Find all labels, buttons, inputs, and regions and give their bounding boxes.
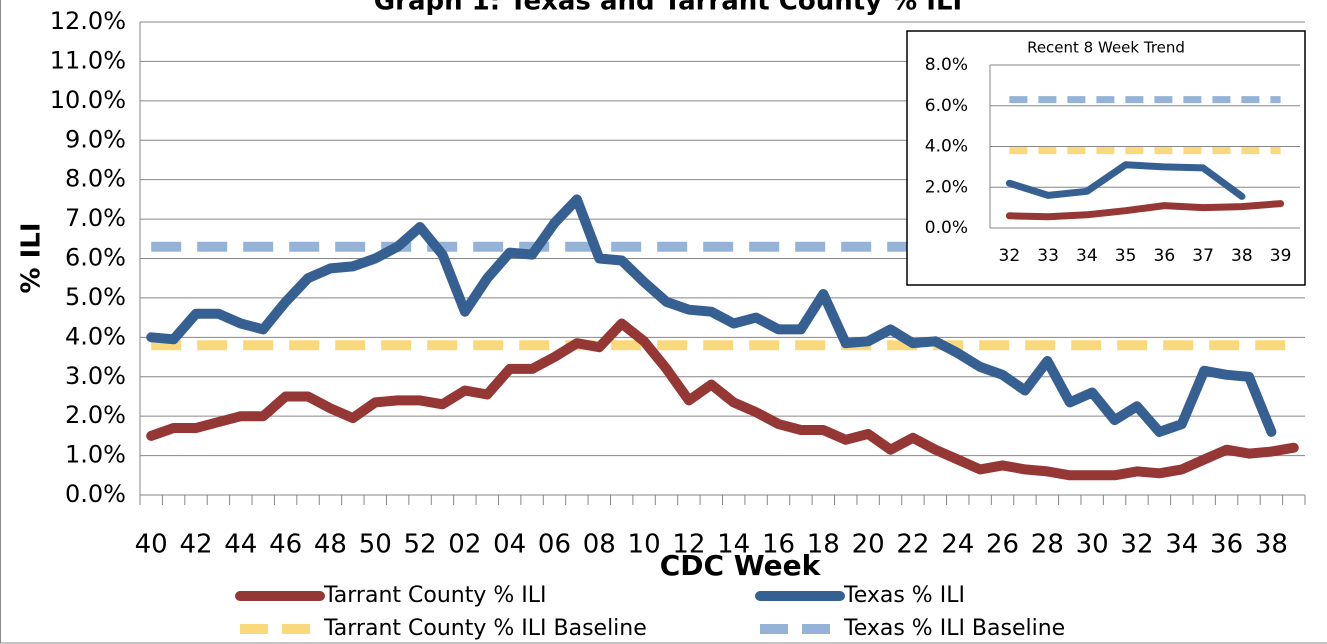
y-tick-label: 4.0% <box>925 137 968 157</box>
x-tick-label: 14 <box>717 530 750 560</box>
x-tick-label: 46 <box>269 530 302 560</box>
y-tick-label: 4.0% <box>65 322 126 350</box>
y-tick-label: 6.0% <box>65 244 126 272</box>
y-tick-label: 0.0% <box>65 480 126 508</box>
x-tick-label: 36 <box>1210 530 1243 560</box>
series-line <box>146 318 1299 481</box>
x-tick-label: 52 <box>404 530 437 560</box>
inset-title: Recent 8 Week Trend <box>1027 39 1185 57</box>
x-tick-label: 32 <box>999 246 1021 266</box>
y-tick-label: 8.0% <box>65 165 126 193</box>
y-tick-label: 2.0% <box>925 177 968 197</box>
x-tick-label: 20 <box>852 530 885 560</box>
x-tick-label: 40 <box>135 530 168 560</box>
x-tick-label: 10 <box>628 530 661 560</box>
series-line <box>1005 161 1246 200</box>
plot: 0.0% 1.0% 2.0% 3.0% 4.0% 5.0% 6.0% 7.0% 8.0% 9.0%… <box>50 7 1306 641</box>
y-axis-label: % ILI <box>17 222 47 293</box>
y-tick-label: 2.0% <box>65 401 126 429</box>
x-tick-label: 06 <box>538 530 571 560</box>
x-axis-label: CDC Week <box>660 549 822 582</box>
x-tick-label: 24 <box>941 530 974 560</box>
x-tick-label: 42 <box>179 530 212 560</box>
legend-label: Tarrant County % ILI Baseline <box>323 616 647 641</box>
y-tick-label: 11.0% <box>50 46 126 74</box>
x-tick-label: 22 <box>896 530 929 560</box>
legend-label: Texas % ILI Baseline <box>843 616 1065 641</box>
series-line <box>146 194 1277 437</box>
x-tick-label: 50 <box>359 530 392 560</box>
x-tick-label: 08 <box>583 530 616 560</box>
y-tick-label: 3.0% <box>65 362 126 390</box>
x-tick-label: 30 <box>1076 530 1109 560</box>
y-tick-label: 10.0% <box>50 86 126 114</box>
x-tick-label: 32 <box>1120 530 1153 560</box>
x-tick-label: 39 <box>1270 246 1292 266</box>
x-tick-label: 35 <box>1115 246 1137 266</box>
chart-title: Graph 1: Texas and Tarrant County % ILI <box>374 0 962 17</box>
x-tick-label: 16 <box>762 530 795 560</box>
series-line <box>1005 200 1285 221</box>
y-tick-label: 0.0% <box>925 218 968 238</box>
x-tick-label: 18 <box>807 530 840 560</box>
y-tick-label: 7.0% <box>65 204 126 232</box>
x-tick-label: 28 <box>1031 530 1064 560</box>
x-tick-label: 34 <box>1165 530 1198 560</box>
x-tick-label: 04 <box>493 530 526 560</box>
y-tick-label: 8.0% <box>925 55 968 75</box>
y-tick-label: 9.0% <box>65 125 126 153</box>
x-tick-label: 48 <box>314 530 347 560</box>
inset-frame <box>906 30 1306 286</box>
y-tick-label: 6.0% <box>925 96 968 116</box>
x-tick-label: 34 <box>1076 246 1098 266</box>
y-tick-label: 12.0% <box>50 7 126 35</box>
x-tick-label: 38 <box>1231 246 1253 266</box>
x-tick-label: 36 <box>1154 246 1176 266</box>
y-tick-label: 5.0% <box>65 283 126 311</box>
y-tick-label: 1.0% <box>65 441 126 469</box>
x-tick-label: 33 <box>1037 246 1059 266</box>
x-tick-label: 38 <box>1255 530 1288 560</box>
x-tick-label: 44 <box>224 530 257 560</box>
x-tick-label: 02 <box>448 530 481 560</box>
plot: Recent 8 Week Trend 0.0% 2.0% 4.0% 6.0% 8.0% 3… <box>906 30 1306 286</box>
x-tick-label: 26 <box>986 530 1019 560</box>
legend-label: Tarrant County % ILI <box>323 583 547 608</box>
legend-label: Texas % ILI <box>843 583 965 608</box>
x-tick-label: 12 <box>672 530 705 560</box>
x-tick-label: 37 <box>1192 246 1214 266</box>
